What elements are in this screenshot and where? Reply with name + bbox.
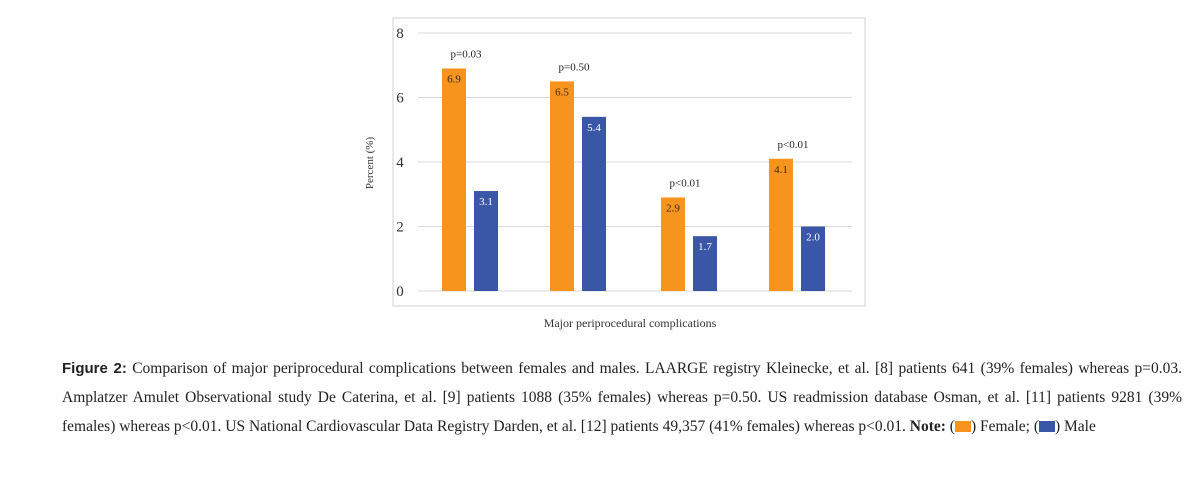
data-label-male: 2.0 — [806, 232, 820, 244]
bar-female — [550, 81, 574, 291]
y-axis-label: Percent (%) — [364, 137, 376, 190]
y-tick-label: 6 — [396, 91, 404, 107]
male-legend-label: ) Male — [1054, 418, 1096, 435]
bar-male — [474, 191, 498, 291]
data-label-male: 5.4 — [587, 122, 601, 134]
bar-male — [582, 116, 606, 291]
y-tick-label: 8 — [396, 26, 404, 42]
y-tick-label: 2 — [396, 220, 404, 236]
figure-label: Figure 2: — [62, 360, 127, 377]
bar-male — [693, 236, 717, 291]
y-tick-label: 0 — [396, 284, 404, 300]
female-legend-label: ) Female; — [970, 418, 1030, 435]
data-label-female: 6.9 — [447, 73, 461, 85]
y-axis-ticks: 0 2 4 6 8 — [396, 26, 404, 300]
figure-caption: Figure 2: Comparison of major periproced… — [62, 354, 1182, 441]
data-label-female: 6.5 — [555, 86, 569, 98]
bar-male — [801, 226, 825, 291]
p-value-label: p<0.01 — [778, 139, 809, 151]
data-label-male: 1.7 — [698, 241, 712, 253]
note-open-paren: ( — [945, 418, 955, 435]
caption-text: Comparison of major periprocedural compl… — [62, 360, 1182, 435]
male-open-paren: ( — [1033, 418, 1039, 435]
bar-female — [769, 158, 793, 291]
p-value-label: p<0.01 — [670, 177, 701, 189]
data-labels: 6.9 6.5 2.9 4.1 3.1 5.4 1.7 2.0 — [447, 73, 820, 253]
p-value-label: p=0.50 — [559, 61, 590, 73]
y-tick-label: 4 — [396, 155, 404, 171]
male-swatch-icon — [1038, 421, 1055, 432]
p-value-label: p=0.03 — [451, 48, 482, 60]
x-axis-label: Major periprocedural complications — [544, 316, 717, 330]
bars — [442, 68, 825, 291]
bar-female — [661, 197, 685, 291]
data-label-male: 3.1 — [479, 196, 493, 208]
note-label: Note: — [909, 418, 946, 435]
female-swatch-icon — [954, 421, 971, 432]
data-label-female: 4.1 — [774, 164, 788, 176]
p-value-annotations: p=0.03 p=0.50 p<0.01 p<0.01 — [451, 48, 809, 189]
data-label-female: 2.9 — [666, 202, 680, 214]
bar-female — [442, 68, 466, 291]
